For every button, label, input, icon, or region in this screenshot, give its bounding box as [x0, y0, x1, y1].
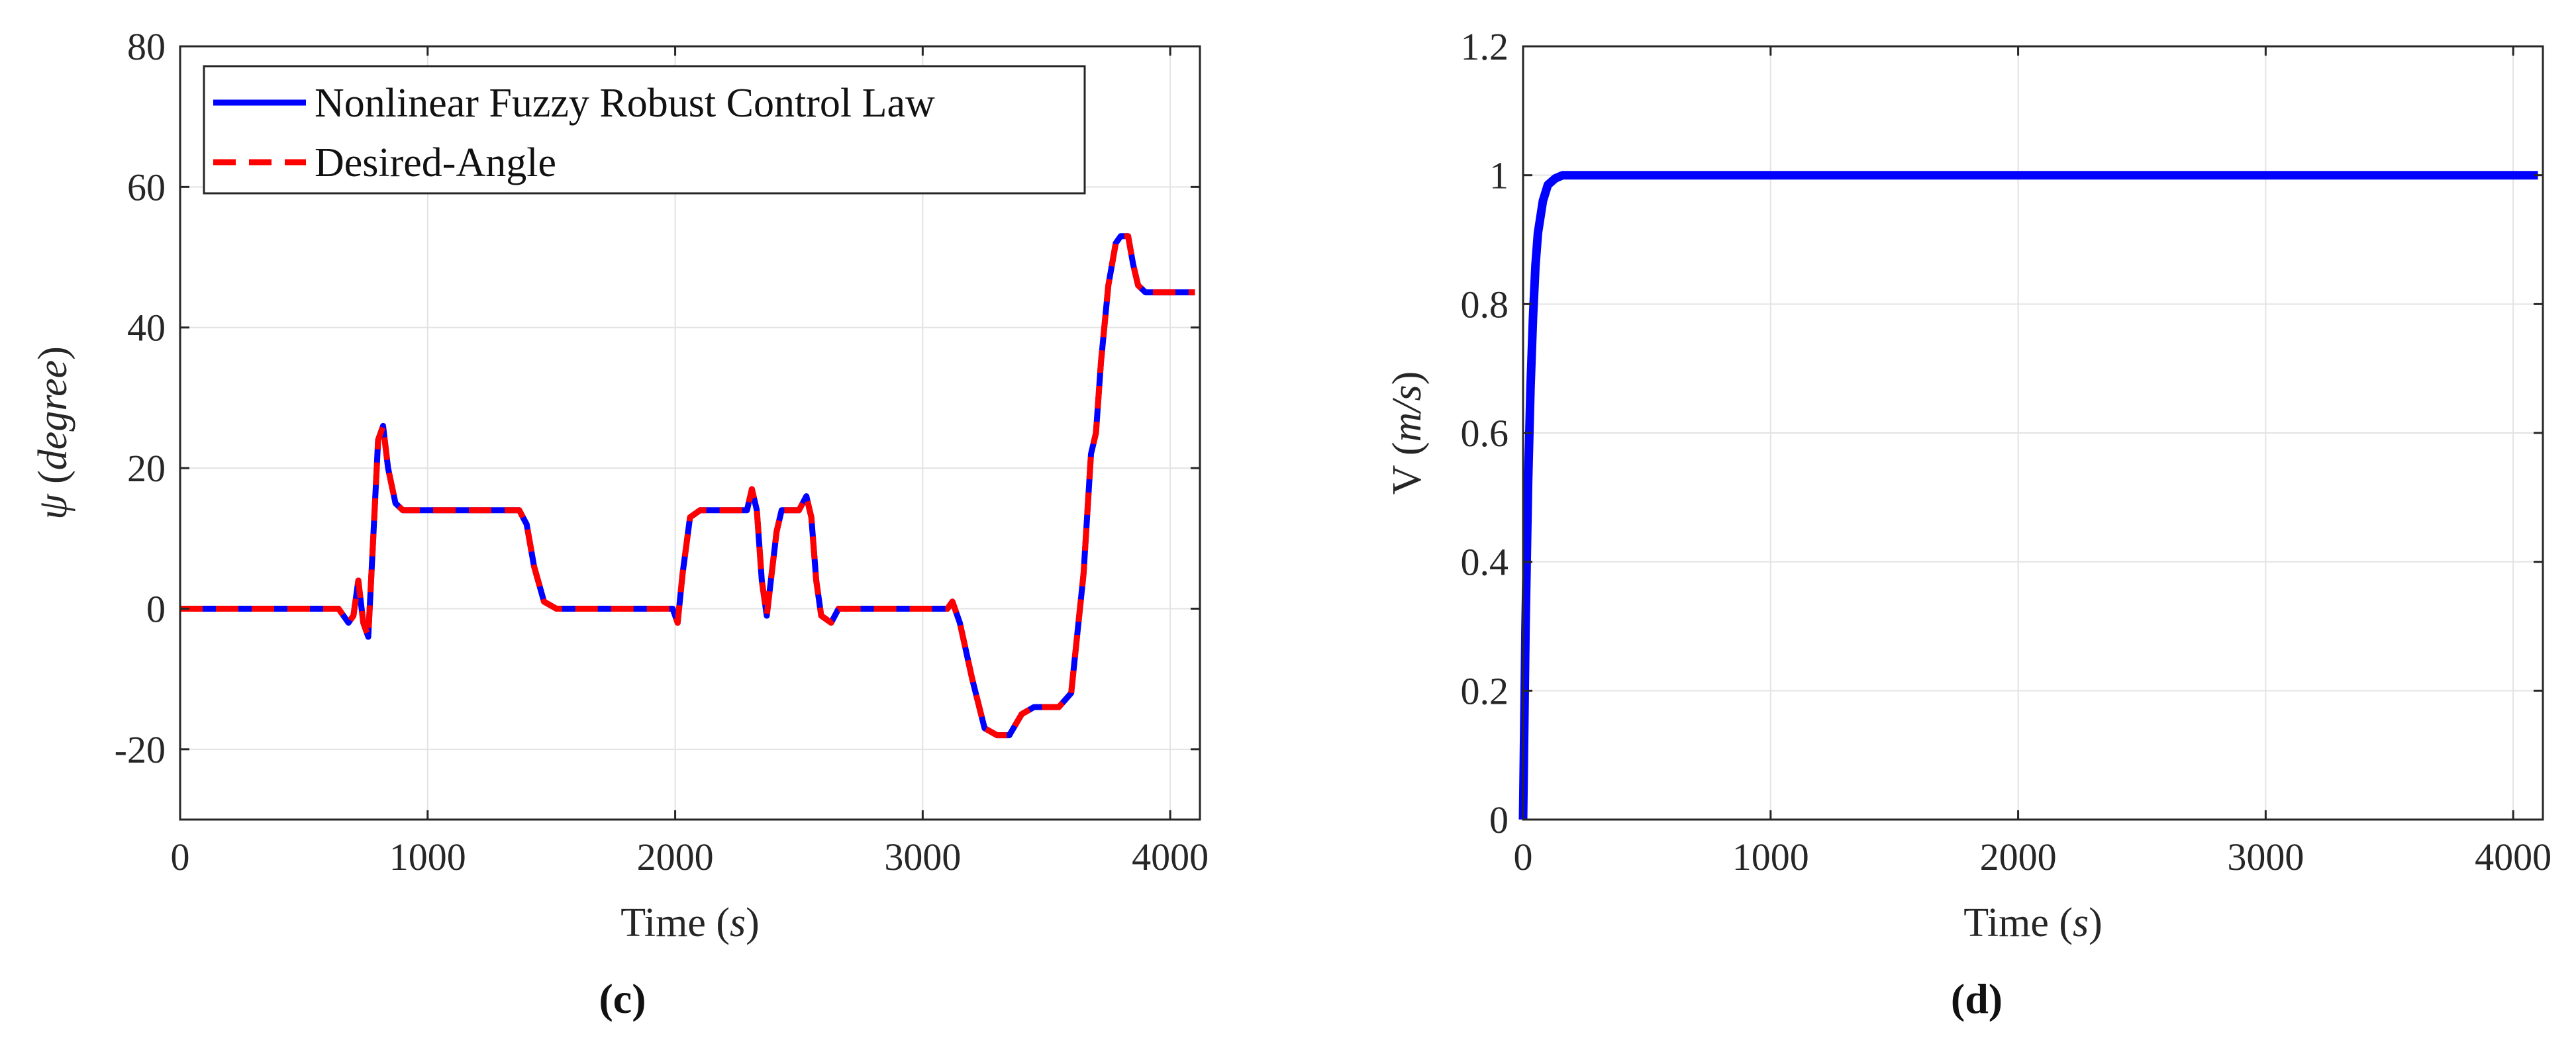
y-axis-label-d: V (m/s) [1385, 371, 1430, 495]
y-tick-label: 0.8 [1461, 283, 1509, 326]
y-tick-label: 0 [1489, 798, 1509, 841]
series-lines-d [1518, 171, 2538, 820]
x-tick-label: 0 [171, 835, 190, 878]
x-tick-label: 3000 [884, 835, 961, 878]
legend-label-series-1: Desired-Angle [315, 140, 556, 185]
y-axis-symbol-d: V [1385, 465, 1430, 495]
x-tick-label: 4000 [1132, 835, 1209, 878]
y-tick-label: 40 [127, 307, 166, 350]
y-axis-symbol-c: ψ [30, 493, 75, 520]
series-line-0 [1518, 171, 2538, 820]
y-tick-label: 1 [1489, 154, 1509, 197]
x-tick-label: 3000 [2227, 835, 2304, 878]
chart-panel-d: 0 1000 2000 3000 4000 0 0.2 0.4 0.6 0.8 1 1.2 Time … [1385, 25, 2551, 1022]
y-axis-unit-d: m/s [1385, 385, 1430, 442]
y-axis-unit-c: degree [30, 360, 75, 470]
series-lines-c [180, 233, 1195, 739]
y-tick-label: 0 [146, 587, 166, 630]
ticks-c: 0 1000 2000 3000 4000 -20 0 20 40 60 80 [115, 25, 1209, 878]
panel-label-c: (c) [599, 975, 646, 1022]
x-tick-label: 2000 [637, 835, 714, 878]
x-tick-label: 4000 [2475, 835, 2551, 878]
legend-box [203, 65, 1086, 195]
x-tick-label: 1000 [1732, 835, 1809, 878]
x-tick-label: 1000 [389, 835, 466, 878]
y-tick-label: 0.2 [1461, 669, 1509, 712]
x-tick-label: 0 [1514, 835, 1533, 878]
axes-box-c [179, 45, 1201, 821]
x-axis-label-c: Time (s) [620, 900, 760, 945]
x-axis-label-text-d: Time [1963, 900, 2049, 945]
legend-c: Nonlinear Fuzzy Robust Control Law Desir… [203, 65, 1086, 195]
y-tick-label: 80 [127, 25, 166, 68]
y-tick-label: 0.6 [1461, 412, 1509, 455]
y-axis-label-c: ψ (degree) [30, 346, 75, 520]
series-line-1 [180, 233, 1195, 739]
y-tick-label: 60 [127, 165, 166, 209]
ticks-d: 0 1000 2000 3000 4000 0 0.2 0.4 0.6 0.8 1 1.2 [1461, 25, 2552, 878]
legend-label-series-0: Nonlinear Fuzzy Robust Control Law [315, 81, 935, 126]
y-tick-label: -20 [115, 728, 166, 771]
y-tick-label: 20 [127, 447, 166, 490]
panel-label-d: (d) [1951, 975, 2003, 1022]
x-axis-label-text-c: Time [620, 900, 706, 945]
x-axis-unit-d: s [2073, 900, 2089, 945]
x-tick-label: 2000 [1980, 835, 2057, 878]
x-axis-label-d: Time (s) [1963, 900, 2103, 945]
chart-panel-c: 0 1000 2000 3000 4000 -20 0 20 40 60 80 Nonlinear … [30, 25, 1209, 1022]
x-axis-unit-c: s [730, 900, 746, 945]
y-tick-label: 1.2 [1461, 25, 1509, 68]
y-tick-label: 0.4 [1461, 541, 1509, 584]
